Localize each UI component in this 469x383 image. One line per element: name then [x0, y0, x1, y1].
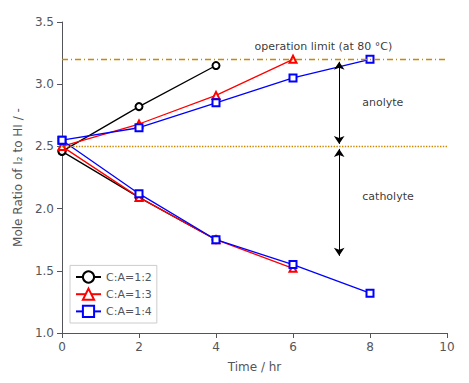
svg-text:2: 2: [135, 340, 143, 354]
svg-text:6: 6: [289, 340, 297, 354]
svg-text:C:A=1:4: C:A=1:4: [106, 305, 152, 318]
svg-text:3.5: 3.5: [35, 15, 54, 29]
svg-text:C:A=1:3: C:A=1:3: [106, 288, 152, 301]
svg-text:4: 4: [212, 340, 220, 354]
svg-text:catholyte: catholyte: [362, 190, 414, 203]
svg-text:C:A=1:2: C:A=1:2: [106, 271, 152, 284]
svg-text:1.5: 1.5: [35, 264, 54, 278]
svg-text:2.5: 2.5: [35, 139, 54, 153]
svg-text:Time / hr: Time / hr: [227, 360, 282, 374]
svg-text:2.0: 2.0: [35, 202, 54, 216]
svg-text:3.0: 3.0: [35, 77, 54, 91]
svg-text:8: 8: [366, 340, 374, 354]
svg-text:operation limit (at 80 °C): operation limit (at 80 °C): [255, 40, 393, 53]
svg-text:1.0: 1.0: [35, 326, 54, 340]
svg-text:0: 0: [58, 340, 66, 354]
svg-text:anolyte: anolyte: [362, 96, 403, 109]
svg-text:Mole Ratio of I₂ to HI / -: Mole Ratio of I₂ to HI / -: [11, 108, 25, 247]
svg-text:10: 10: [439, 340, 454, 354]
